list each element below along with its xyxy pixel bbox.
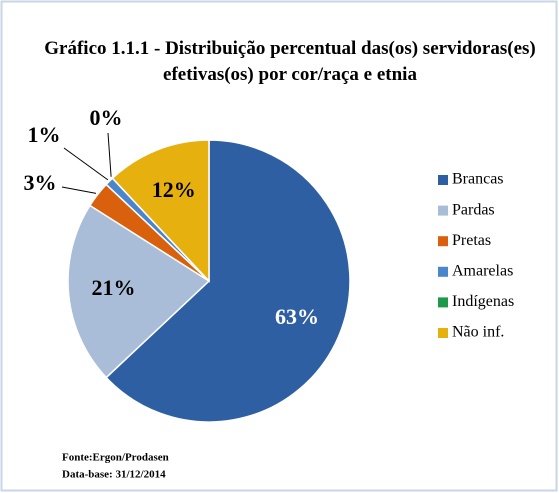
legend-swatch [438, 297, 448, 308]
data-label: 21% [92, 275, 136, 300]
legend-label: Pardas [452, 201, 495, 218]
data-label: 3% [24, 170, 57, 195]
legend-label: Não inf. [452, 324, 504, 341]
data-label: 0% [90, 105, 123, 130]
legend-label: Amarelas [452, 262, 513, 279]
data-label: 63% [275, 304, 319, 329]
pie-slice [67, 204, 211, 379]
date-note: Data-base: 31/12/2014 [62, 469, 166, 481]
data-label: 12% [152, 177, 196, 202]
legend-swatch [438, 266, 448, 277]
leader-line [61, 186, 97, 194]
legend-swatch [438, 236, 448, 247]
legend-swatch [438, 175, 448, 185]
pie-slice [111, 139, 210, 283]
source-note: Fonte:Ergon/Prodasen [62, 452, 169, 464]
legend-label: Brancas [452, 171, 504, 188]
data-label: 1% [28, 122, 61, 147]
leader-line [107, 132, 112, 177]
legend-label: Indígenas [452, 293, 514, 310]
pie-slice [105, 139, 351, 423]
legend-swatch [438, 205, 448, 216]
legend-label: Pretas [452, 232, 491, 249]
legend-swatch [438, 328, 448, 338]
chart-title: Gráfico 1.1.1 - Distribuição percentual … [44, 38, 536, 85]
leader-line [63, 147, 109, 181]
